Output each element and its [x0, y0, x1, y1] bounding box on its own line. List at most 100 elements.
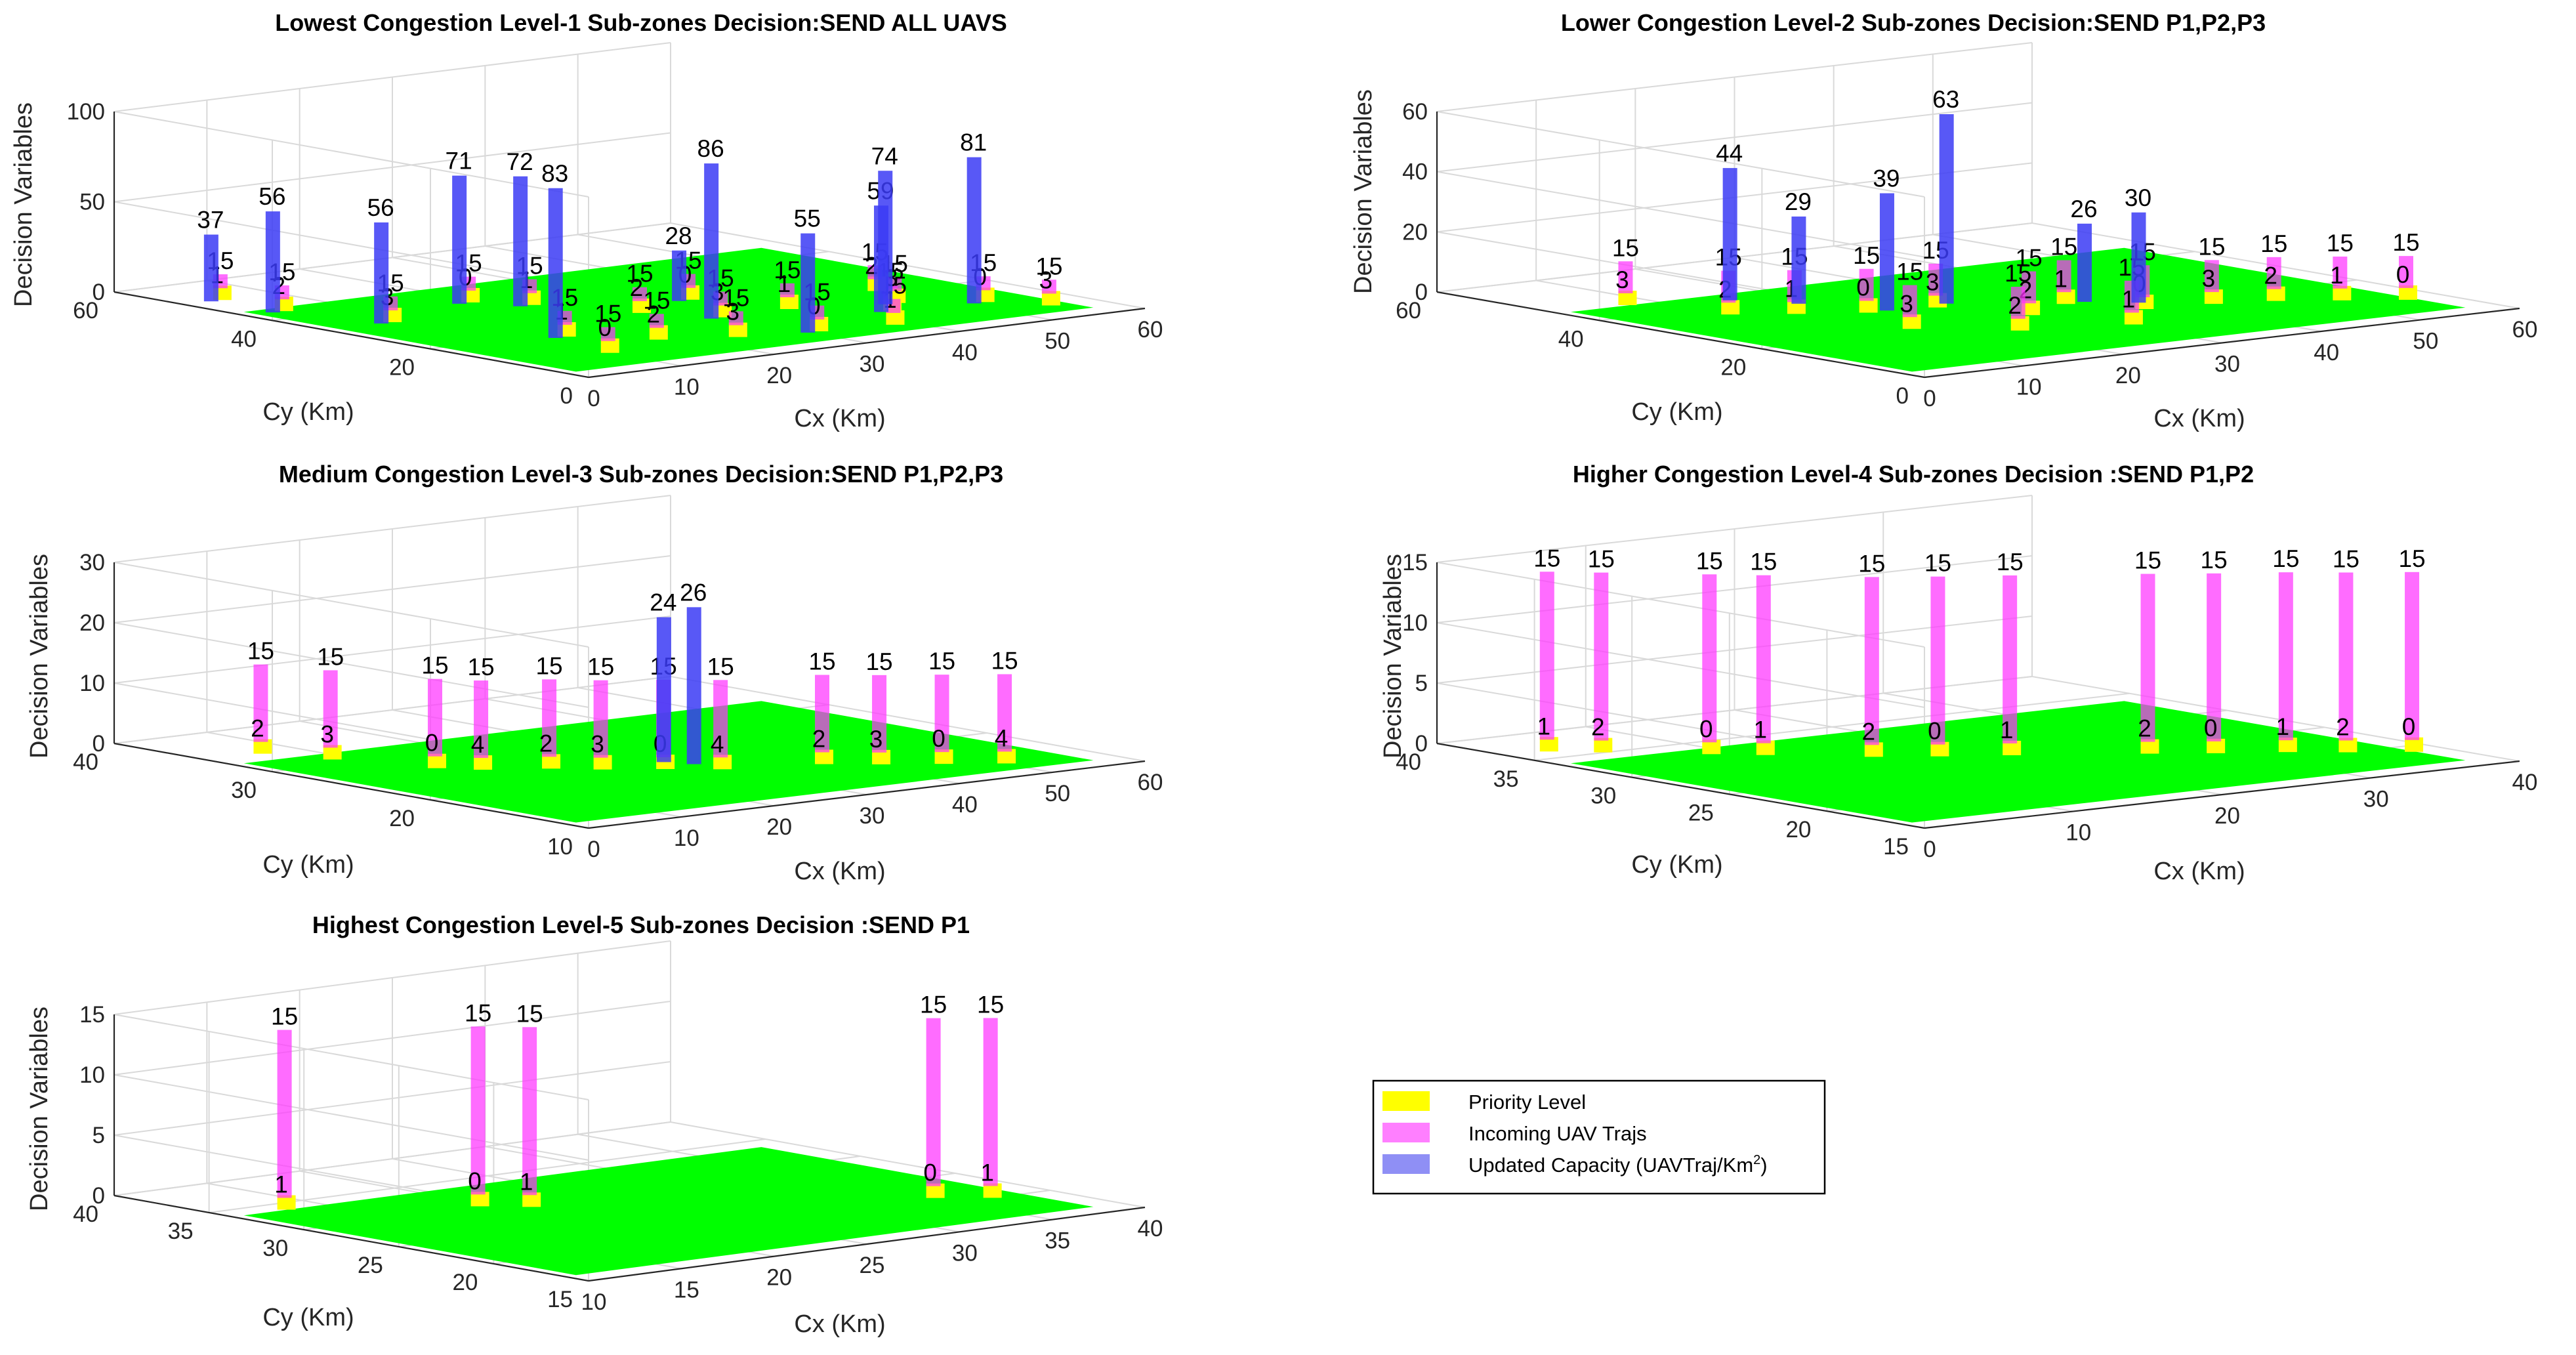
traj-bar — [600, 327, 615, 341]
priority-value-label: 0 — [425, 730, 439, 757]
traj-value-label: 15 — [1533, 545, 1560, 572]
traj-value-label: 15 — [626, 261, 653, 287]
capacity-bar — [878, 171, 893, 304]
traj-bar — [1902, 285, 1917, 318]
traj-value-label: 15 — [465, 999, 491, 1026]
traj-bar — [2338, 572, 2354, 741]
traj-value-label: 15 — [2260, 230, 2287, 257]
priority-bar — [2124, 310, 2143, 325]
traj-bar — [1594, 572, 1609, 741]
traj-bar — [2056, 260, 2071, 293]
priority-bar — [886, 310, 905, 325]
x-tick-label: 20 — [2214, 803, 2240, 829]
z-tick-label: 0 — [1415, 731, 1428, 757]
priority-value-label: 1 — [2276, 713, 2290, 740]
priority-value-label: 0 — [1856, 274, 1870, 301]
priority-bar — [522, 1192, 541, 1207]
y-tick-label: 35 — [168, 1219, 194, 1244]
x-tick-label: 60 — [2512, 317, 2538, 343]
y-tick-label: 30 — [262, 1236, 288, 1261]
y-tick-label: 30 — [231, 778, 257, 803]
z-axis-label: Decision Variables — [26, 1007, 53, 1211]
traj-value-label: 15 — [2392, 229, 2419, 256]
priority-value-label: 0 — [932, 725, 945, 752]
traj-value-label: 15 — [1858, 550, 1885, 577]
x-tick-label: 40 — [952, 340, 978, 365]
y-tick-label: 20 — [389, 806, 415, 831]
z-axis-label: Decision Variables — [26, 554, 53, 759]
traj-value-label: 15 — [1896, 259, 1923, 285]
x-tick-label: 60 — [1138, 317, 1163, 343]
x-tick-label: 25 — [860, 1253, 885, 1278]
traj-bar — [1859, 268, 1874, 301]
y-tick-label: 20 — [1720, 355, 1746, 381]
y-axis-label: Cy (Km) — [1631, 398, 1722, 426]
z-tick-label: 5 — [1415, 671, 1428, 696]
priority-bar — [997, 749, 1016, 764]
priority-value-label: 4 — [471, 731, 485, 758]
x-tick-label: 50 — [2413, 329, 2438, 354]
z-tick-label: 20 — [1402, 219, 1428, 245]
capacity-bar — [686, 607, 701, 764]
z-tick-label: 20 — [79, 610, 105, 636]
capacity-value-label: 56 — [259, 183, 285, 210]
traj-value-label: 15 — [707, 653, 734, 680]
traj-bar — [815, 675, 830, 753]
y-tick-label: 20 — [452, 1270, 478, 1295]
priority-bar — [1594, 738, 1613, 753]
chart-title: Lower Congestion Level-2 Sub-zones Decis… — [1561, 9, 2266, 36]
traj-value-label: 15 — [2016, 245, 2043, 272]
z-axis-label: Decision Variables — [1379, 554, 1407, 759]
capacity-value-label: 83 — [541, 160, 568, 187]
capacity-bar — [2131, 212, 2146, 303]
priority-bar — [593, 755, 612, 770]
priority-bar — [1041, 291, 1060, 306]
priority-bar — [2207, 738, 2226, 753]
legend: Priority Level Incoming UAV Trajs Update… — [1372, 1079, 1826, 1195]
chart-title: Medium Congestion Level-3 Sub-zones Deci… — [279, 461, 1003, 488]
x-tick-label: 30 — [2363, 787, 2389, 812]
legend-box — [1372, 1079, 1826, 1195]
z-tick-label: 60 — [1402, 99, 1428, 125]
priority-bar — [1702, 740, 1721, 755]
traj-value-label: 15 — [317, 643, 344, 670]
traj-bar — [872, 675, 887, 753]
traj-value-label: 15 — [808, 648, 835, 675]
z-axis-label: Decision Variables — [10, 102, 37, 307]
priority-bar — [2278, 738, 2297, 753]
traj-bar — [2003, 575, 2018, 743]
chart-panel-4: 0510150102030401520253035401511521501511… — [1379, 461, 2537, 885]
z-tick-label: 15 — [1402, 550, 1428, 575]
capacity-value-label: 63 — [1932, 86, 1959, 113]
capacity-bar — [513, 176, 528, 306]
y-tick-label: 40 — [231, 326, 257, 352]
y-tick-label: 60 — [1396, 298, 1421, 323]
capacity-value-label: 30 — [2125, 184, 2151, 211]
priority-value-label: 2 — [2336, 713, 2350, 740]
priority-value-label: 2 — [812, 726, 826, 753]
capacity-bar — [800, 233, 816, 333]
z-tick-label: 100 — [67, 99, 105, 125]
priority-value-label: 3 — [2202, 265, 2216, 292]
capacity-value-label: 29 — [1785, 188, 1812, 215]
traj-value-label: 15 — [594, 301, 621, 327]
capacity-value-label: 72 — [507, 148, 533, 175]
priority-bar — [2398, 285, 2417, 300]
capacity-bar — [672, 250, 687, 301]
x-axis-label: Cx (Km) — [2153, 405, 2245, 432]
traj-value-label: 15 — [1750, 549, 1777, 575]
x-tick-label: 0 — [587, 386, 600, 411]
traj-value-label: 15 — [991, 647, 1018, 674]
traj-value-label: 15 — [774, 257, 800, 283]
traj-bar — [1702, 574, 1717, 743]
z-tick-label: 50 — [79, 190, 105, 215]
y-tick-label: 35 — [1493, 766, 1519, 792]
x-tick-label: 40 — [1138, 1216, 1163, 1241]
traj-value-label: 15 — [2198, 233, 2225, 260]
traj-value-label: 15 — [2134, 547, 2161, 574]
priority-bar — [1756, 740, 1775, 755]
z-tick-label: 10 — [79, 1062, 105, 1088]
chart-title: Higher Congestion Level-4 Sub-zones Deci… — [1573, 461, 2254, 488]
traj-value-label: 15 — [247, 638, 274, 665]
priority-bar — [872, 749, 891, 764]
